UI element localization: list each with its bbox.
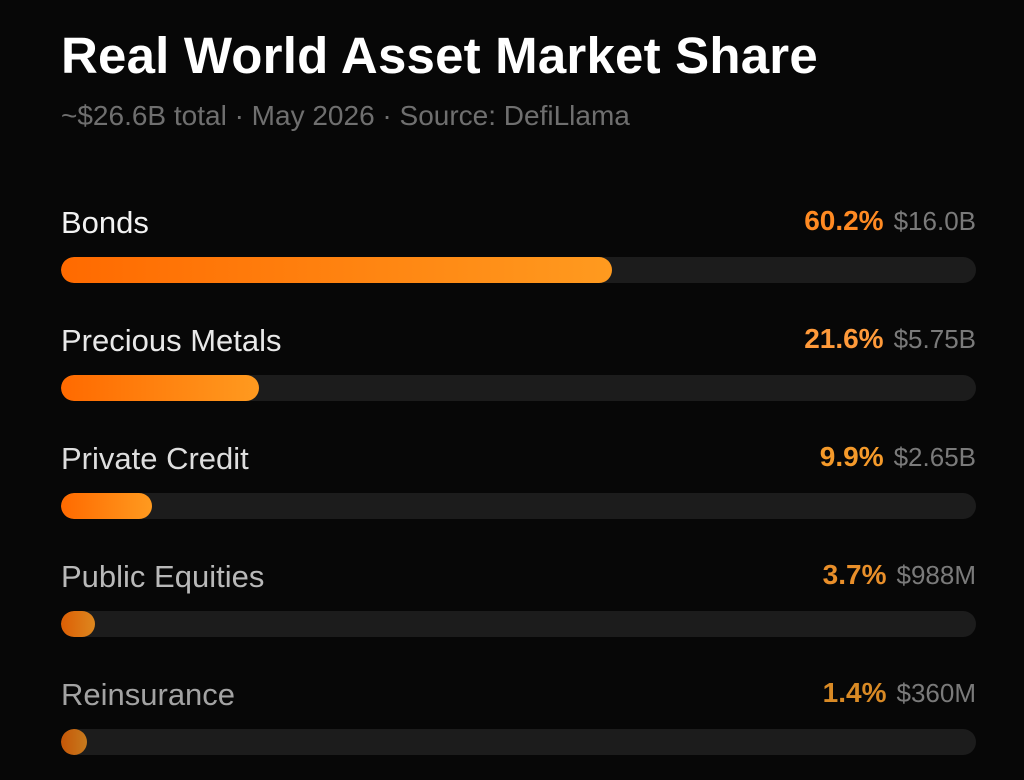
bar-track (61, 375, 976, 401)
bar-fill (61, 375, 259, 401)
bar-row-header: Precious Metals 21.6% $5.75B (61, 323, 976, 363)
bar-track (61, 257, 976, 283)
bar-fill (61, 493, 152, 519)
value-labels: 21.6% $5.75B (804, 323, 976, 355)
bar-fill (61, 257, 612, 283)
category-label: Bonds (61, 205, 149, 240)
bar-fill (61, 611, 95, 637)
value-labels: 9.9% $2.65B (820, 441, 976, 473)
bar-fill (61, 729, 87, 755)
category-label: Private Credit (61, 441, 249, 476)
amount-label: $360M (896, 678, 977, 708)
percent-label: 3.7% (822, 559, 887, 590)
value-labels: 1.4% $360M (823, 677, 976, 709)
bar-row: Private Credit 9.9% $2.65B (61, 441, 976, 541)
bar-row-header: Public Equities 3.7% $988M (61, 559, 976, 599)
bar-row-header: Reinsurance 1.4% $360M (61, 677, 976, 717)
bar-track (61, 729, 976, 755)
percent-label: 21.6% (804, 323, 884, 354)
value-labels: 60.2% $16.0B (804, 205, 976, 237)
page-title: Real World Asset Market Share (61, 27, 818, 84)
amount-label: $2.65B (893, 442, 976, 472)
bar-row: Public Equities 3.7% $988M (61, 559, 976, 659)
amount-label: $988M (896, 560, 977, 590)
category-label: Reinsurance (61, 677, 236, 712)
amount-label: $5.75B (893, 324, 976, 354)
category-label: Public Equities (61, 559, 265, 594)
percent-label: 9.9% (819, 441, 884, 472)
percent-label: 1.4% (822, 677, 887, 708)
bar-row: Precious Metals 21.6% $5.75B (61, 323, 976, 423)
bar-track (61, 611, 976, 637)
bar-row: Bonds 60.2% $16.0B (61, 205, 976, 305)
bar-track (61, 493, 976, 519)
amount-label: $16.0B (893, 206, 976, 236)
category-label: Precious Metals (61, 323, 282, 358)
bar-row-header: Bonds 60.2% $16.0B (61, 205, 976, 245)
page-subtitle: ~$26.6B total · May 2026 · Source: DefiL… (61, 100, 630, 131)
percent-label: 60.2% (804, 205, 884, 236)
bar-row-header: Private Credit 9.9% $2.65B (61, 441, 976, 481)
value-labels: 3.7% $988M (823, 559, 976, 591)
bar-row: Reinsurance 1.4% $360M (61, 677, 976, 777)
